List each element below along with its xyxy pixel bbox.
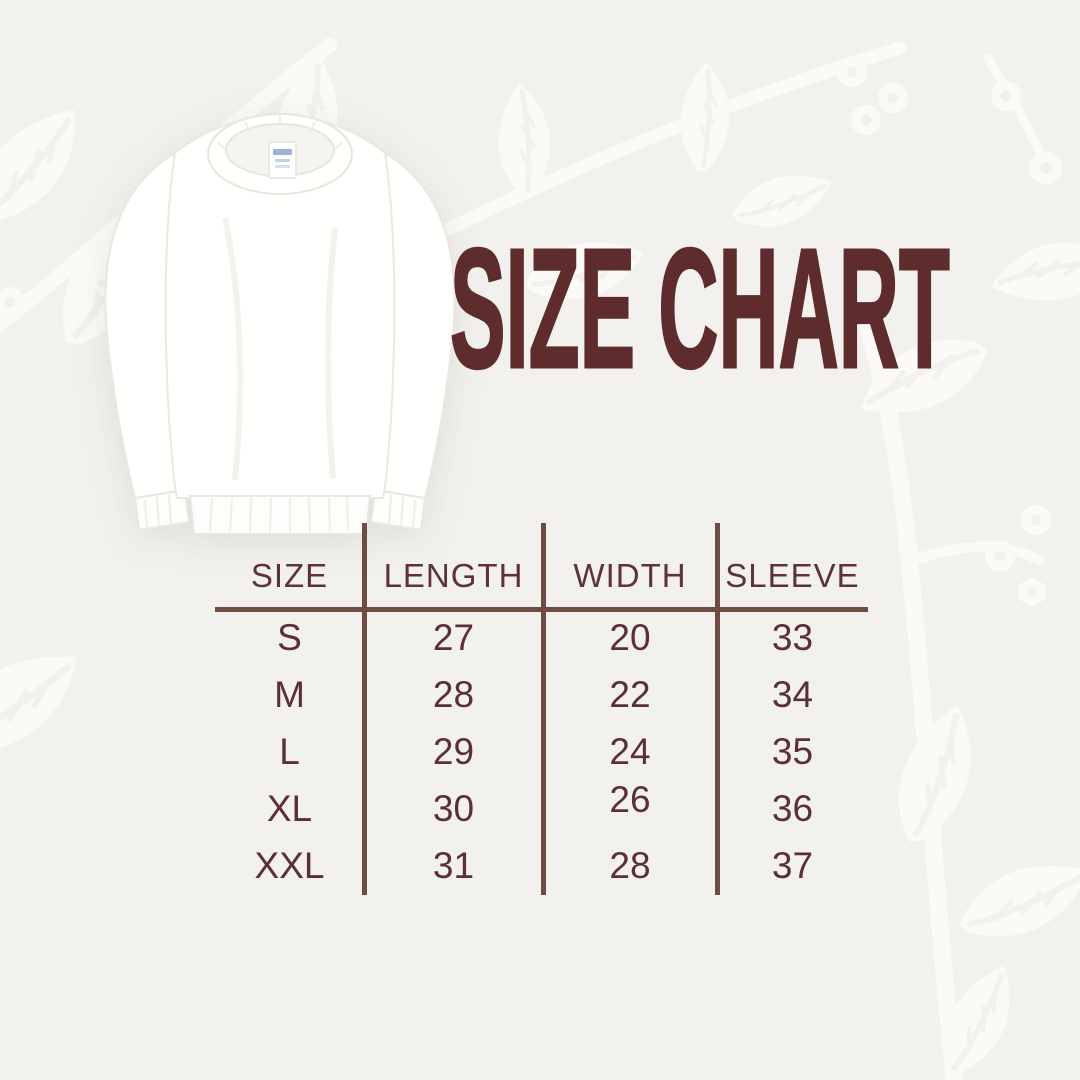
table-column-separator xyxy=(715,523,720,895)
cell-length: 27 xyxy=(432,616,475,658)
branch-right-illustration xyxy=(860,210,1080,1080)
cell-sleeve: 37 xyxy=(771,845,814,887)
cell-sleeve: 33 xyxy=(771,616,814,658)
cell-width: 26 xyxy=(609,779,651,821)
cell-length: 31 xyxy=(432,845,475,887)
header-cell-length: LENGTH xyxy=(383,557,524,594)
cell-width: 28 xyxy=(609,845,651,887)
size-chart-title: SIZE CHART xyxy=(449,214,950,404)
branch-top-center-illustration xyxy=(423,41,908,328)
cell-size: M xyxy=(274,673,305,715)
berries-top-right-illustration xyxy=(983,53,1063,185)
sweatshirt-photo xyxy=(104,113,456,535)
header-cell-size: SIZE xyxy=(250,557,329,594)
cell-size: XL xyxy=(266,788,313,830)
neck-tag xyxy=(268,141,297,179)
table-column-separator xyxy=(362,523,367,895)
cell-length: 28 xyxy=(432,673,475,715)
cell-size: L xyxy=(279,730,300,772)
cell-sleeve: 36 xyxy=(771,788,814,830)
size-table: SIZE LENGTH WIDTH SLEEVE S 27 20 33 M 28… xyxy=(215,523,868,895)
table-column-separator xyxy=(541,523,546,895)
cell-size: S xyxy=(277,616,302,658)
table-header-rule xyxy=(215,607,868,612)
cell-length: 30 xyxy=(432,788,475,830)
cell-width: 20 xyxy=(609,616,651,658)
cell-sleeve: 35 xyxy=(771,730,814,772)
cell-sleeve: 34 xyxy=(771,673,814,715)
header-cell-width: WIDTH xyxy=(573,557,687,594)
cell-width: 24 xyxy=(609,730,651,772)
cell-size: XXL xyxy=(254,845,325,887)
cell-length: 29 xyxy=(432,730,475,772)
header-cell-sleeve: SLEEVE xyxy=(725,557,860,594)
cell-width: 22 xyxy=(609,673,651,715)
